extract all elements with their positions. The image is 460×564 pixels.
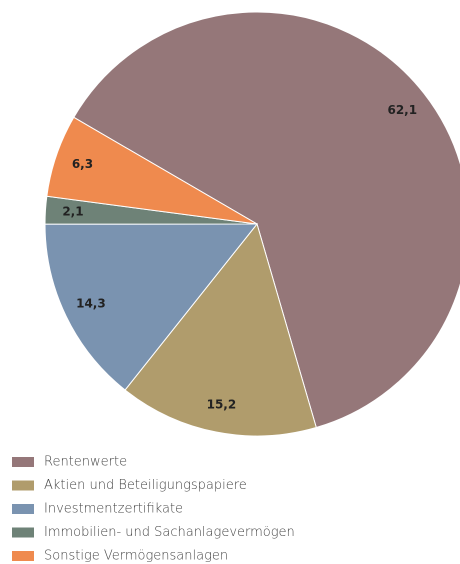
value-label: 6,3 bbox=[72, 157, 93, 171]
pie-slice bbox=[46, 116, 258, 225]
legend-label: Sonstige Vermögensanlagen bbox=[44, 549, 228, 564]
legend-label: Immobilien- und Sachanlagevermögen bbox=[44, 525, 295, 540]
legend-label: Rentenwerte bbox=[44, 455, 127, 470]
legend-swatch bbox=[12, 551, 34, 561]
value-label: 15,2 bbox=[207, 397, 237, 411]
legend-label: Investmentzertifikate bbox=[44, 502, 183, 517]
value-label: 14,3 bbox=[76, 297, 106, 311]
legend-label: Aktien und Beteiligungspapiere bbox=[44, 478, 247, 493]
pie-slice bbox=[73, 11, 460, 429]
legend-swatch bbox=[12, 527, 34, 538]
pie-slice bbox=[44, 223, 259, 391]
value-label: 2,1 bbox=[62, 204, 83, 218]
value-label: 62,1 bbox=[387, 103, 417, 117]
legend-swatch bbox=[12, 480, 34, 491]
legend-swatch bbox=[12, 457, 34, 467]
pie-slice bbox=[124, 222, 317, 437]
legend-swatch bbox=[12, 504, 34, 514]
